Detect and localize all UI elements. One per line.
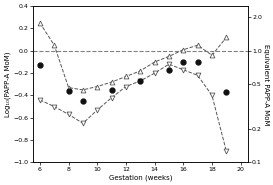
Y-axis label: Equivalent PAPP-A MoM: Equivalent PAPP-A MoM xyxy=(263,43,269,125)
X-axis label: Gestation (weeks): Gestation (weeks) xyxy=(109,174,172,181)
Y-axis label: Log₁₀(PAPP-A MoM): Log₁₀(PAPP-A MoM) xyxy=(4,52,11,117)
